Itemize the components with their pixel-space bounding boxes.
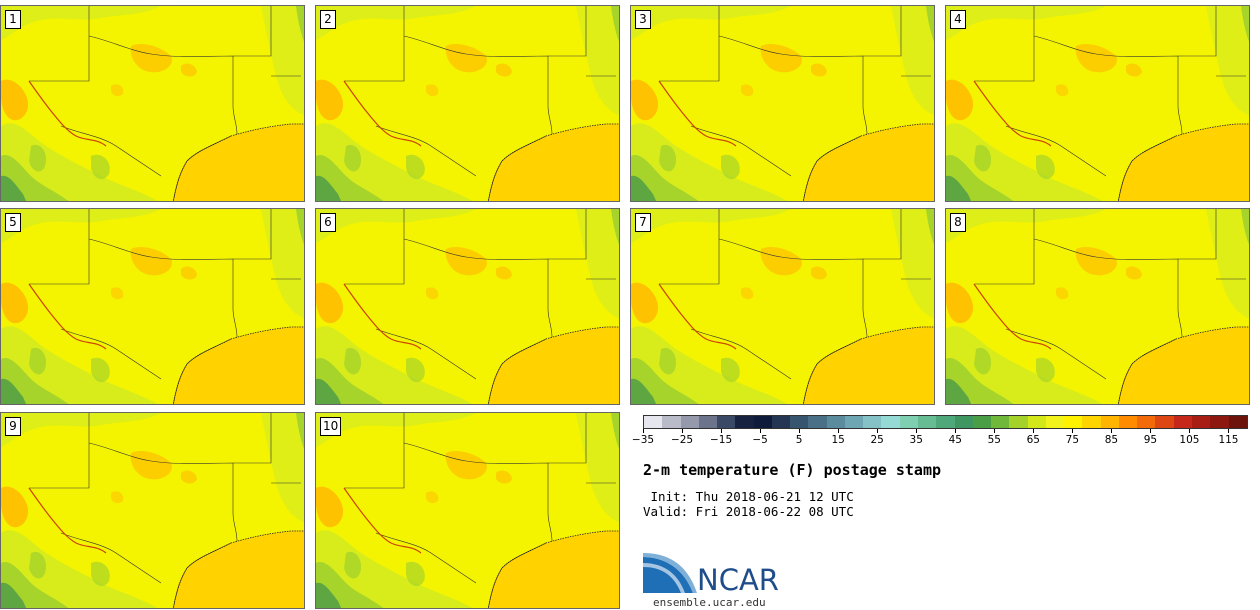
colorbar-tick-label: 105 (1179, 434, 1200, 446)
colorbar-tick-label: 15 (831, 434, 845, 446)
colorbar-tick-label: −5 (752, 434, 768, 446)
colorbar-tick-label: −25 (670, 434, 694, 446)
ncar-logo-icon (643, 553, 697, 593)
colorbar-segment (680, 416, 699, 428)
colorbar-segment (863, 416, 882, 428)
colorbar-ticks: −35 −25 −15 −5 5 15 25 35 45 55 65 75 85 95 105 115 (632, 429, 1248, 449)
member-panel-6: 6 (315, 208, 620, 405)
colorbar-segment (808, 416, 827, 428)
colorbar-tick (1150, 429, 1152, 433)
member-panel-8: 8 (945, 208, 1250, 405)
member-panel-7: 7 (630, 208, 935, 405)
colorbar-tick (643, 429, 644, 433)
colorbar-tick (838, 429, 840, 433)
temperature-colorbar (643, 415, 1248, 429)
colorbar-tick (721, 429, 723, 433)
colorbar-segment (1137, 416, 1156, 428)
colorbar-segment (936, 416, 955, 428)
member-label: 5 (5, 213, 21, 232)
colorbar-segment (717, 416, 736, 428)
colorbar-tick-label: 115 (1218, 434, 1239, 446)
colorbar-tick-label: 95 (1143, 434, 1158, 446)
colorbar-tick (916, 429, 918, 433)
member-panel-2: 2 (315, 5, 620, 202)
colorbar-tick (877, 429, 879, 433)
colorbar-segment (1173, 416, 1192, 428)
colorbar-segment (1082, 416, 1101, 428)
colorbar-segment (1045, 416, 1065, 428)
member-label: 6 (320, 213, 336, 232)
member-label: 2 (320, 10, 336, 29)
colorbar-segment (881, 416, 900, 428)
member-label: 3 (635, 10, 651, 29)
colorbar-segment (753, 416, 772, 428)
colorbar-segment (1191, 416, 1211, 428)
colorbar-segment (735, 416, 754, 428)
colorbar-tick (1033, 429, 1035, 433)
colorbar-tick (682, 429, 684, 433)
colorbar-tick (1189, 429, 1191, 433)
colorbar-segment (662, 416, 681, 428)
member-label: 8 (950, 213, 966, 232)
colorbar-segment (771, 416, 791, 428)
figure-title: 2-m temperature (F) postage stamp (643, 461, 942, 479)
member-panel-5: 5 (0, 208, 305, 405)
init-time: Init: Thu 2018-06-21 12 UTC (643, 489, 854, 504)
colorbar-tick (1111, 429, 1113, 433)
colorbar-tick-label: 5 (795, 434, 803, 446)
member-panel-1: 1 (0, 5, 305, 202)
member-label: 10 (320, 417, 342, 436)
colorbar-segment (899, 416, 918, 428)
member-label: 4 (950, 10, 966, 29)
colorbar-tick (994, 429, 996, 433)
website-url[interactable]: ensemble.ucar.edu (653, 596, 766, 609)
colorbar-segment (698, 416, 718, 428)
member-panel-9: 9 (0, 412, 305, 609)
member-panel-10: 10 (315, 412, 620, 609)
colorbar-tick-label: 85 (1104, 434, 1119, 446)
colorbar-tick-label: 55 (987, 434, 1001, 446)
colorbar-segment (1100, 416, 1119, 428)
valid-time: Valid: Fri 2018-06-22 08 UTC (643, 504, 854, 519)
colorbar-segment (826, 416, 845, 428)
colorbar-segment (844, 416, 864, 428)
colorbar-tick-label: 45 (948, 434, 962, 446)
colorbar-segment (991, 416, 1010, 428)
colorbar-segment (972, 416, 992, 428)
colorbar-tick (799, 429, 801, 433)
colorbar-segment (954, 416, 973, 428)
colorbar-tick-label: 75 (1065, 434, 1080, 446)
colorbar-tick-label: −35 (631, 434, 655, 446)
colorbar-segment (1210, 416, 1229, 428)
colorbar-segment (1228, 416, 1247, 428)
colorbar-tick (1072, 429, 1074, 433)
member-label: 9 (5, 417, 21, 436)
colorbar-segment (1155, 416, 1174, 428)
colorbar-segment (1027, 416, 1046, 428)
colorbar-tick-label: 65 (1026, 434, 1040, 446)
ncar-logo-text: NCAR (697, 563, 779, 597)
colorbar-segment (1118, 416, 1138, 428)
colorbar-segment (644, 416, 663, 428)
colorbar-tick (760, 429, 762, 433)
colorbar-segment (1064, 416, 1083, 428)
colorbar-segment (1009, 416, 1028, 428)
member-panel-4: 4 (945, 5, 1250, 202)
colorbar-tick (955, 429, 957, 433)
member-panel-3: 3 (630, 5, 935, 202)
colorbar-tick-label: −15 (709, 434, 733, 446)
colorbar-segment (917, 416, 937, 428)
colorbar-tick (1228, 429, 1230, 433)
colorbar-tick-label: 25 (870, 434, 884, 446)
colorbar-tick-label: 35 (909, 434, 923, 446)
colorbar-segment (790, 416, 809, 428)
member-label: 1 (5, 10, 21, 29)
member-label: 7 (635, 213, 651, 232)
